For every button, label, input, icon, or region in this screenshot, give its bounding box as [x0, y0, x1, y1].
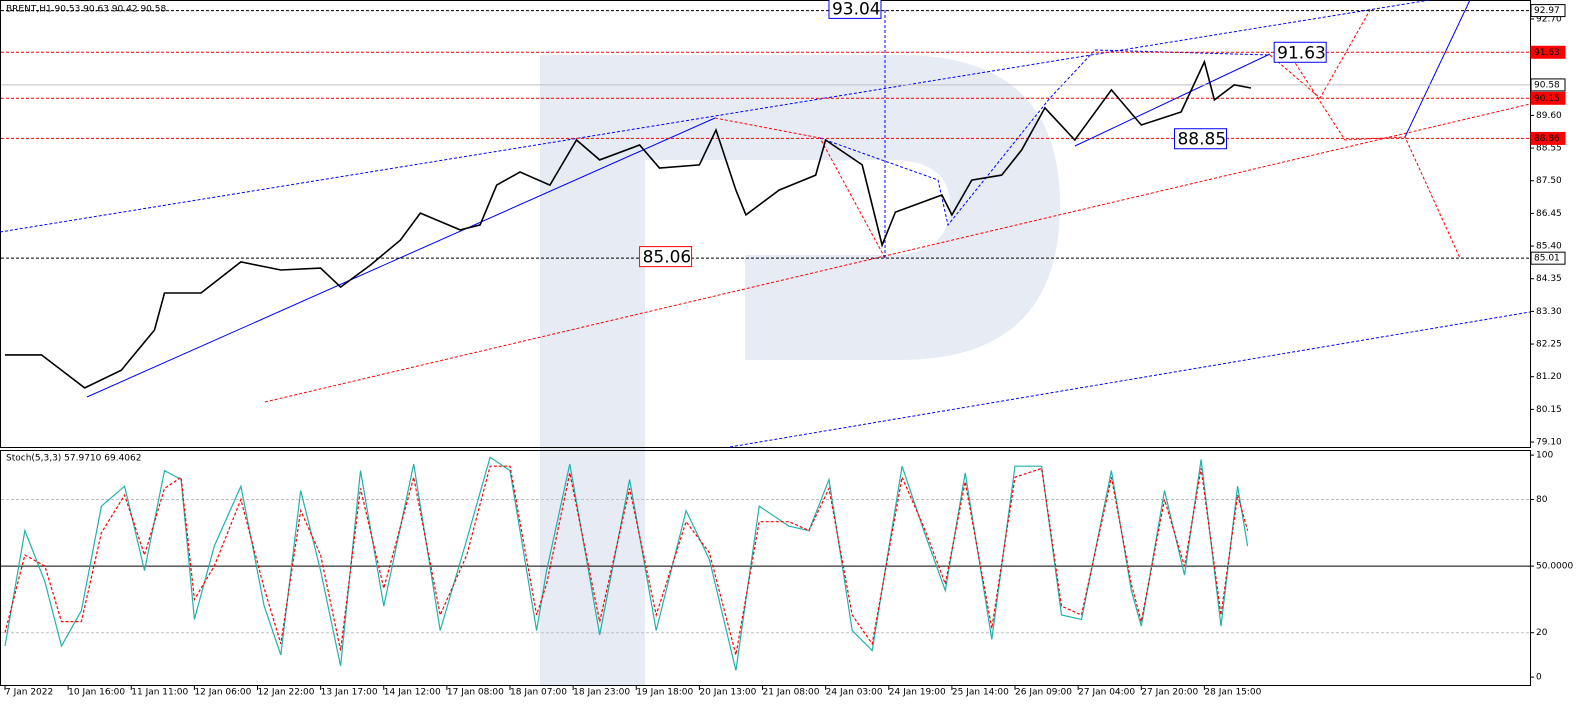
- x-tick-label: 11 Jan 11:00: [131, 688, 188, 698]
- level-label: 90.58: [1534, 80, 1560, 90]
- annotation-label: 93.04: [832, 0, 881, 19]
- y-tick-label: 87.50: [1536, 176, 1562, 186]
- x-tick-label: 10 Jan 16:00: [68, 688, 125, 698]
- y-tick-label: 20: [1536, 628, 1548, 638]
- x-tick-label: 28 Jan 15:00: [1204, 688, 1261, 698]
- y-tick-label: 82.25: [1536, 340, 1562, 350]
- watermark: [540, 55, 1060, 685]
- level-label: 91.63: [1534, 48, 1560, 58]
- y-tick-label: 84.35: [1536, 274, 1562, 284]
- x-tick-label: 12 Jan 22:00: [258, 688, 315, 698]
- x-tick-label: 26 Jan 09:00: [1015, 688, 1072, 698]
- level-label: 90.15: [1534, 94, 1560, 104]
- x-tick-label: 24 Jan 03:00: [826, 688, 883, 698]
- level-label: 88.86: [1534, 134, 1560, 144]
- annotation-label: 88.85: [1177, 130, 1226, 150]
- x-tick-label: 25 Jan 14:00: [952, 688, 1009, 698]
- annotation-box: [1173, 128, 1227, 150]
- y-tick-label: 89.60: [1536, 111, 1562, 121]
- y-tick-label: 79.10: [1536, 438, 1562, 448]
- level-box: [1530, 91, 1566, 105]
- x-tick-label: 13 Jan 17:00: [321, 688, 378, 698]
- y-tick-label: 80.15: [1536, 405, 1562, 415]
- y-tick-label: 100: [1536, 451, 1553, 461]
- level-box: [1530, 131, 1566, 145]
- annotation-label: 85.06: [643, 248, 692, 268]
- y-tick-label: 81.20: [1536, 372, 1562, 382]
- level-box: [1530, 78, 1566, 92]
- x-tick-label: 7 Jan 2022: [5, 688, 53, 698]
- y-tick-label: 88.55: [1536, 144, 1562, 154]
- x-tick-label: 24 Jan 19:00: [889, 688, 946, 698]
- x-tick-label: 27 Jan 04:00: [1078, 688, 1135, 698]
- stoch-frame: [0, 450, 1531, 686]
- x-tick-label: 14 Jan 12:00: [384, 688, 441, 698]
- y-tick-label: 92.70: [1536, 14, 1562, 24]
- y-tick-label: 86.45: [1536, 209, 1562, 219]
- y-tick-label: 50.0000: [1536, 562, 1573, 572]
- x-tick-label: 18 Jan 23:00: [573, 688, 630, 698]
- y-tick-label: 83.30: [1536, 307, 1562, 317]
- x-tick-label: 17 Jan 08:00: [447, 688, 504, 698]
- annotation-label: 91.63: [1277, 43, 1326, 63]
- annotation-box: [828, 0, 882, 19]
- x-tick-label: 19 Jan 18:00: [636, 688, 693, 698]
- trendlines: [0, 0, 1531, 448]
- stoch-header: Stoch(5,3,3) 57.9710 69.4062: [6, 454, 141, 464]
- x-tick-label: 20 Jan 13:00: [699, 688, 756, 698]
- x-tick-label: 27 Jan 20:00: [1141, 688, 1198, 698]
- level-box: [1530, 4, 1566, 18]
- x-tick-label: 21 Jan 08:00: [763, 688, 820, 698]
- price-frame: [0, 0, 1531, 448]
- y-tick-label: 80: [1536, 495, 1548, 505]
- level-box: [1530, 251, 1566, 265]
- annotation-box: [1273, 41, 1327, 63]
- x-tick-label: 12 Jan 06:00: [194, 688, 251, 698]
- y-tick-label: 0: [1536, 673, 1542, 683]
- y-tick-label: 85.40: [1536, 242, 1562, 252]
- annotation-box: [639, 246, 693, 268]
- series-line: [4, 465, 1249, 656]
- series-line: [5, 59, 1252, 389]
- level-box: [1530, 45, 1566, 59]
- level-label: 85.01: [1534, 254, 1560, 264]
- x-tick-label: 18 Jan 07:00: [510, 688, 567, 698]
- level-label: 92.97: [1534, 6, 1560, 16]
- symbol-header: BRENT,H1 90.53 90.63 90.42 90.58: [6, 5, 166, 15]
